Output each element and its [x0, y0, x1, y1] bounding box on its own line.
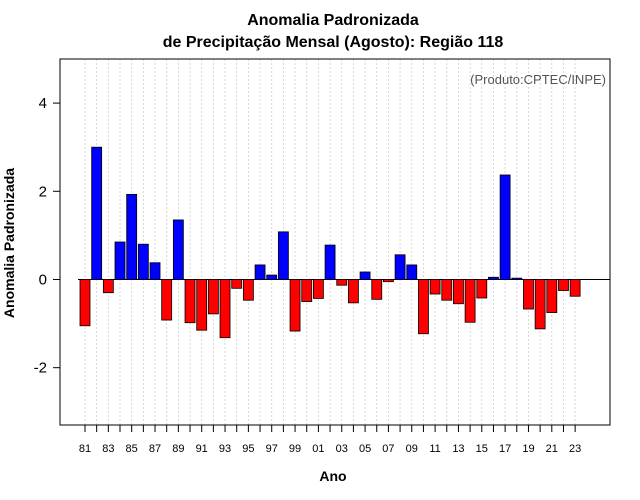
- y-axis-title: Anomalia Padronizada: [1, 168, 17, 318]
- bar-90: [184, 279, 196, 324]
- x-tick-label: 03: [336, 443, 348, 455]
- bar-16: [488, 276, 499, 280]
- bar-07: [383, 279, 394, 283]
- bar-84: [114, 241, 126, 280]
- bar-03: [336, 279, 348, 286]
- bar-10: [418, 279, 429, 335]
- bar-00: [301, 279, 313, 302]
- x-tick-label: 89: [172, 443, 184, 455]
- bar-88: [161, 279, 173, 321]
- bar-18: [511, 277, 523, 280]
- x-tick-label: 95: [242, 443, 254, 455]
- bar-08: [394, 254, 406, 280]
- bar-89: [172, 219, 184, 280]
- bar-98: [277, 231, 289, 280]
- x-tick-label: 91: [196, 443, 208, 455]
- bar-95: [242, 279, 254, 301]
- x-tick-label: 99: [289, 443, 301, 455]
- x-tick-label: 87: [149, 443, 161, 455]
- bar-17: [499, 174, 511, 280]
- x-tick-label: 05: [359, 443, 371, 455]
- bar-82: [91, 146, 103, 280]
- bar-12: [441, 279, 453, 301]
- bar-94: [231, 279, 243, 289]
- x-tick-label: 01: [312, 443, 324, 455]
- y-tick-label: 2: [39, 183, 47, 200]
- bar-96: [254, 264, 266, 280]
- x-tick-label: 97: [266, 443, 278, 455]
- y-tick-label: 0: [39, 271, 47, 288]
- x-tick-label: 09: [406, 443, 418, 455]
- x-tick-label: 83: [102, 443, 114, 455]
- bar-13: [453, 279, 464, 305]
- vertical-gridlines: [84, 59, 576, 425]
- bar-01: [312, 279, 324, 299]
- bar-21: [546, 279, 558, 313]
- x-tick-label: 21: [546, 443, 558, 455]
- x-tick-label: 19: [522, 443, 534, 455]
- chart-title-line2: de Precipitação Mensal (Agosto): Região …: [163, 34, 504, 51]
- x-tick-label: 85: [126, 443, 138, 455]
- bar-97: [266, 274, 278, 280]
- y-tick-label: 4: [39, 95, 47, 112]
- x-tick-label: 07: [382, 443, 394, 455]
- bar-14: [464, 279, 476, 323]
- plot-frame: [59, 58, 611, 426]
- x-tick-label: 11: [429, 443, 440, 455]
- x-tick-label: 93: [219, 443, 231, 455]
- bars-group: [79, 146, 581, 339]
- bar-85: [126, 193, 138, 280]
- chart-title-line1: Anomalia Padronizada: [247, 12, 419, 29]
- x-axis: 81 83 85 87 89 91 93 95 97 99 01 03 05 07 09 11 13 15 17 19…: [79, 425, 581, 455]
- bar-23: [569, 279, 581, 297]
- x-tick-label: 13: [452, 443, 464, 455]
- bar-92: [207, 279, 219, 315]
- bar-91: [196, 279, 208, 331]
- bar-87: [149, 262, 161, 280]
- bar-05: [359, 271, 371, 280]
- bar-86: [137, 243, 149, 280]
- bar-83: [102, 279, 114, 294]
- x-tick-label: 17: [499, 443, 511, 455]
- bar-06: [371, 279, 383, 300]
- y-axis: -2 0 2 4: [34, 95, 60, 377]
- bar-99: [289, 279, 301, 332]
- bar-20: [534, 279, 546, 330]
- x-tick-label: 15: [476, 443, 488, 455]
- bar-19: [523, 279, 534, 310]
- bar-15: [476, 279, 488, 299]
- bar-81: [79, 279, 91, 327]
- x-axis-title: Ano: [319, 468, 346, 484]
- bar-02: [324, 244, 336, 280]
- credit-label: (Produto:CPTEC/INPE): [470, 72, 606, 87]
- bar-09: [406, 264, 418, 280]
- x-tick-label: 23: [569, 443, 581, 455]
- x-tick-label: 81: [79, 443, 91, 455]
- bar-22: [558, 279, 569, 291]
- bar-04: [348, 279, 359, 304]
- y-tick-label: -2: [34, 360, 47, 377]
- bar-93: [219, 279, 231, 339]
- bar-11: [429, 279, 441, 295]
